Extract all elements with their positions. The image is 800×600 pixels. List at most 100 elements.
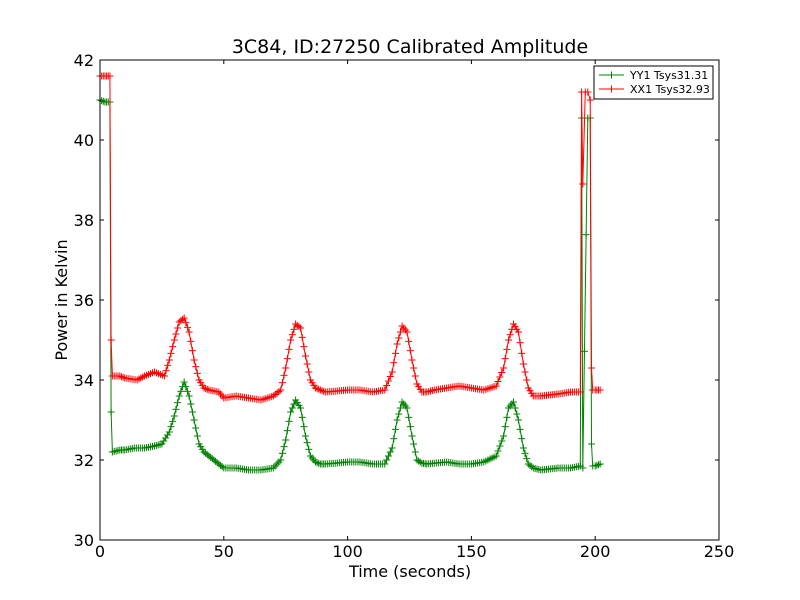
data-point-marker	[405, 413, 413, 421]
data-point-marker	[503, 413, 511, 421]
x-tick-label: 150	[456, 542, 487, 561]
data-point-marker	[297, 324, 305, 332]
axis-ticks: 0 50 100 150 200 250 30 32 34 36 38 40 42	[74, 51, 735, 561]
legend-entry-2: XX1 Tsys32.93	[599, 83, 710, 96]
data-point-marker	[410, 364, 418, 372]
data-point-marker	[388, 368, 396, 376]
data-point-marker	[180, 378, 188, 386]
data-point-marker	[528, 463, 536, 471]
data-point-marker	[303, 360, 311, 368]
data-point-marker	[302, 432, 310, 440]
y-tick-label: 40	[74, 131, 94, 150]
data-point-marker	[313, 385, 321, 393]
data-point-marker	[188, 408, 196, 416]
data-point-marker	[496, 373, 504, 381]
data-point-marker	[182, 319, 190, 327]
data-point-marker	[183, 387, 191, 395]
data-point-marker	[494, 447, 502, 455]
data-point-marker	[596, 460, 604, 468]
series-2	[96, 72, 604, 404]
data-point-marker	[162, 367, 170, 375]
data-point-marker	[278, 379, 286, 387]
x-axis-label: Time (seconds)	[348, 562, 471, 581]
data-point-marker	[408, 356, 416, 364]
data-point-marker	[185, 392, 193, 400]
data-point-marker	[521, 449, 529, 457]
data-point-marker	[99, 97, 107, 105]
data-point-marker	[315, 459, 323, 467]
data-point-marker	[521, 368, 529, 376]
legend-box	[593, 65, 714, 100]
data-point-marker	[295, 323, 303, 331]
x-tick-label: 0	[95, 542, 105, 561]
x-tick-label: 200	[580, 542, 611, 561]
data-point-marker	[305, 368, 313, 376]
data-point-marker	[411, 372, 419, 380]
data-point-marker	[393, 416, 401, 424]
data-point-marker	[519, 444, 527, 452]
data-point-marker	[165, 356, 173, 364]
data-point-marker	[277, 386, 285, 394]
data-point-marker	[190, 356, 198, 364]
data-point-marker	[290, 400, 298, 408]
data-point-marker	[587, 440, 595, 448]
data-point-marker	[492, 452, 500, 460]
data-point-marker	[193, 369, 201, 377]
data-point-marker	[595, 461, 603, 469]
data-point-marker	[393, 340, 401, 348]
data-point-marker	[514, 416, 522, 424]
y-tick-label: 32	[74, 451, 94, 470]
data-point-marker	[579, 180, 587, 188]
data-point-marker	[395, 334, 403, 342]
data-point-marker	[390, 359, 398, 367]
data-point-marker	[406, 347, 414, 355]
data-point-marker	[174, 324, 182, 332]
data-point-marker	[287, 336, 295, 344]
data-point-marker	[403, 328, 411, 336]
data-point-marker	[300, 423, 308, 431]
data-point-marker	[505, 336, 513, 344]
data-point-marker	[167, 349, 175, 357]
y-tick-label: 30	[74, 531, 94, 550]
data-point-marker	[494, 378, 502, 385]
data-point-marker	[290, 325, 298, 333]
data-point-marker	[180, 314, 188, 322]
series-1	[96, 96, 604, 474]
legend-entry-1: YY1 Tsys31.31	[599, 69, 708, 82]
data-point-marker	[384, 377, 392, 385]
data-point-marker	[596, 386, 604, 394]
data-point-marker	[403, 404, 411, 412]
data-point-marker	[381, 460, 389, 468]
data-point-marker	[591, 462, 599, 470]
data-point-marker	[285, 417, 293, 425]
data-point-marker	[513, 410, 521, 418]
data-point-marker	[580, 347, 588, 355]
data-point-marker	[303, 439, 311, 447]
data-point-marker	[193, 432, 201, 440]
legend-label: YY1 Tsys31.31	[629, 69, 708, 82]
data-point-marker	[518, 349, 526, 357]
data-point-marker	[381, 386, 389, 394]
data-point-marker	[511, 404, 519, 412]
data-point-marker	[203, 385, 211, 393]
data-point-marker	[313, 459, 321, 467]
data-point-marker	[386, 373, 394, 380]
data-point-marker	[183, 323, 191, 331]
data-point-marker	[516, 339, 524, 347]
data-point-marker	[179, 315, 187, 323]
data-point-marker	[410, 440, 418, 448]
data-point-marker	[506, 331, 514, 339]
data-point-marker	[388, 444, 396, 452]
data-point-marker	[492, 382, 500, 390]
data-point-marker	[298, 413, 306, 421]
data-point-marker	[396, 404, 404, 412]
data-point-marker	[405, 337, 413, 345]
data-point-marker	[200, 384, 208, 392]
y-tick-label: 36	[74, 291, 94, 310]
chart-title: 3C84, ID:27250 Calibrated Amplitude	[232, 36, 588, 58]
x-tick-label: 250	[704, 542, 735, 561]
data-point-marker	[107, 336, 115, 344]
